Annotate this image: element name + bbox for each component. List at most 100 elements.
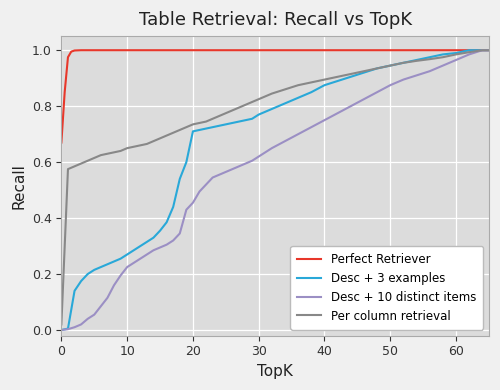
- Desc + 3 examples: [426, 55, 432, 60]
- Per column retrieval: [426, 57, 432, 62]
- Perfect Retriever: [92, 48, 98, 53]
- Desc + 10 distinct items: [242, 161, 248, 166]
- Per column retrieval: [104, 151, 110, 156]
- Desc + 10 distinct items: [78, 322, 84, 327]
- Perfect Retriever: [68, 49, 74, 54]
- Y-axis label: Recall: Recall: [11, 163, 26, 209]
- Desc + 3 examples: [348, 74, 354, 79]
- Desc + 10 distinct items: [190, 200, 196, 205]
- Desc + 10 distinct items: [387, 83, 393, 87]
- Desc + 3 examples: [118, 256, 124, 261]
- Desc + 3 examples: [308, 90, 314, 94]
- Perfect Retriever: [65, 55, 71, 60]
- Per column retrieval: [58, 322, 64, 327]
- Desc + 3 examples: [242, 118, 248, 122]
- Desc + 10 distinct items: [58, 328, 64, 332]
- Legend: Perfect Retriever, Desc + 3 examples, Desc + 10 distinct items, Per column retri: Perfect Retriever, Desc + 3 examples, De…: [290, 246, 483, 330]
- Desc + 10 distinct items: [177, 231, 183, 236]
- Desc + 10 distinct items: [348, 104, 354, 108]
- Per column retrieval: [269, 91, 275, 96]
- Per column retrieval: [92, 156, 98, 160]
- Desc + 3 examples: [130, 248, 136, 253]
- Desc + 3 examples: [58, 328, 64, 332]
- Line: Per column retrieval: Per column retrieval: [62, 50, 489, 324]
- Desc + 3 examples: [400, 60, 406, 65]
- Line: Perfect Retriever: Perfect Retriever: [62, 50, 489, 143]
- Per column retrieval: [242, 103, 248, 107]
- Desc + 3 examples: [295, 96, 301, 100]
- Desc + 3 examples: [72, 289, 78, 293]
- Desc + 10 distinct items: [150, 248, 156, 253]
- Perfect Retriever: [62, 90, 68, 94]
- Desc + 3 examples: [223, 122, 229, 127]
- Desc + 3 examples: [466, 48, 472, 53]
- Desc + 10 distinct items: [480, 48, 486, 53]
- Desc + 10 distinct items: [196, 189, 202, 194]
- Desc + 3 examples: [249, 117, 255, 121]
- Desc + 3 examples: [322, 83, 328, 87]
- Per column retrieval: [150, 139, 156, 144]
- Desc + 3 examples: [210, 125, 216, 129]
- Per column retrieval: [256, 97, 262, 101]
- Per column retrieval: [184, 125, 190, 129]
- Perfect Retriever: [78, 48, 84, 53]
- Desc + 3 examples: [282, 101, 288, 106]
- Per column retrieval: [348, 72, 354, 76]
- Line: Desc + 3 examples: Desc + 3 examples: [62, 50, 489, 330]
- Desc + 3 examples: [65, 326, 71, 331]
- Desc + 10 distinct items: [230, 167, 235, 172]
- Desc + 10 distinct items: [164, 242, 170, 247]
- Per column retrieval: [387, 63, 393, 68]
- Desc + 10 distinct items: [374, 90, 380, 94]
- Desc + 3 examples: [177, 177, 183, 181]
- Desc + 10 distinct items: [361, 97, 367, 101]
- Desc + 3 examples: [138, 244, 143, 248]
- Per column retrieval: [190, 122, 196, 127]
- Desc + 3 examples: [84, 272, 90, 277]
- Per column retrieval: [453, 52, 459, 57]
- Per column retrieval: [374, 66, 380, 71]
- Desc + 10 distinct items: [256, 154, 262, 159]
- Per column retrieval: [223, 111, 229, 115]
- Desc + 3 examples: [453, 51, 459, 55]
- Desc + 3 examples: [440, 52, 446, 57]
- Desc + 3 examples: [190, 129, 196, 134]
- Desc + 10 distinct items: [111, 283, 117, 287]
- Desc + 10 distinct items: [170, 238, 176, 243]
- Per column retrieval: [295, 83, 301, 87]
- Per column retrieval: [236, 105, 242, 110]
- Desc + 3 examples: [361, 70, 367, 75]
- Desc + 3 examples: [150, 235, 156, 240]
- Per column retrieval: [84, 158, 90, 163]
- Desc + 3 examples: [196, 128, 202, 132]
- Desc + 3 examples: [124, 252, 130, 257]
- Per column retrieval: [72, 164, 78, 168]
- Per column retrieval: [118, 149, 124, 153]
- Desc + 3 examples: [374, 66, 380, 71]
- Per column retrieval: [177, 128, 183, 132]
- Per column retrieval: [466, 50, 472, 55]
- Desc + 10 distinct items: [322, 118, 328, 122]
- Per column retrieval: [111, 150, 117, 155]
- Per column retrieval: [124, 146, 130, 151]
- Desc + 10 distinct items: [98, 304, 104, 308]
- Desc + 3 examples: [98, 265, 104, 269]
- Desc + 3 examples: [269, 106, 275, 111]
- Per column retrieval: [334, 74, 340, 79]
- Desc + 10 distinct items: [308, 125, 314, 129]
- Desc + 10 distinct items: [210, 175, 216, 180]
- Desc + 10 distinct items: [144, 252, 150, 257]
- Desc + 10 distinct items: [249, 158, 255, 163]
- Desc + 10 distinct items: [65, 327, 71, 332]
- Per column retrieval: [78, 161, 84, 166]
- Desc + 3 examples: [486, 48, 492, 53]
- Per column retrieval: [144, 142, 150, 146]
- Per column retrieval: [196, 121, 202, 125]
- Desc + 10 distinct items: [138, 256, 143, 261]
- Per column retrieval: [486, 48, 492, 53]
- Desc + 10 distinct items: [400, 77, 406, 82]
- Desc + 10 distinct items: [453, 58, 459, 62]
- Per column retrieval: [480, 48, 486, 53]
- X-axis label: TopK: TopK: [257, 364, 293, 379]
- Desc + 10 distinct items: [223, 170, 229, 174]
